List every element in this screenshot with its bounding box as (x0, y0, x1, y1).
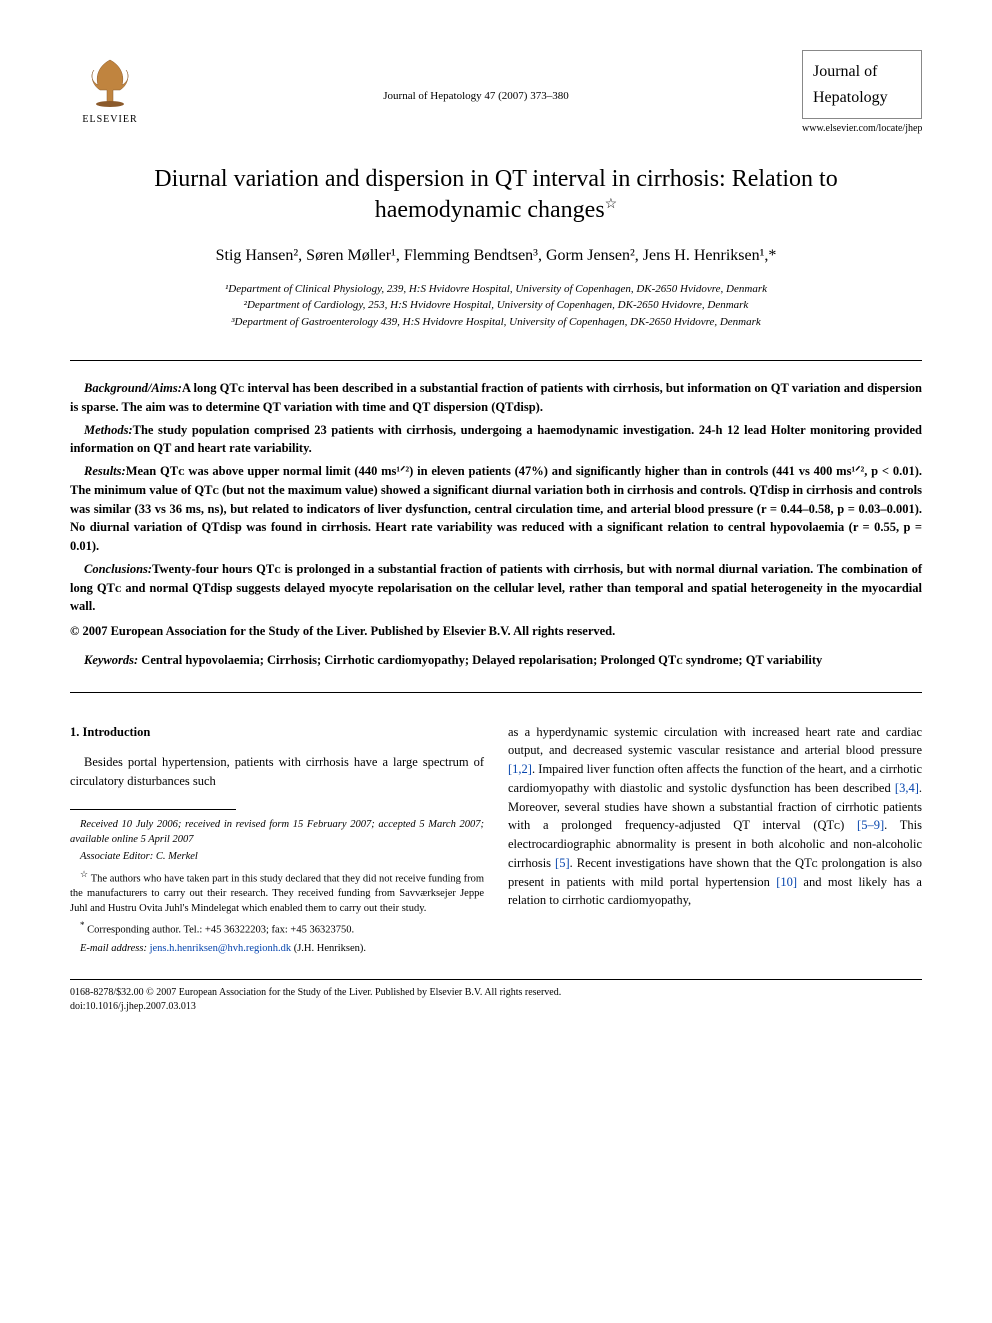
footnote-received: Received 10 July 2006; received in revis… (70, 818, 484, 847)
body-columns: 1. Introduction Besides portal hypertens… (70, 723, 922, 960)
ref-link-1-2[interactable]: [1,2] (508, 762, 532, 776)
publisher-name: ELSEVIER (82, 114, 137, 125)
keywords-label: Keywords: (84, 653, 138, 667)
abstract-conclusions: Conclusions:Twenty-four hours QTᴄ is pro… (70, 560, 922, 616)
title-footnote-star: ☆ (605, 197, 618, 212)
keywords: Keywords: Central hypovolaemia; Cirrhosi… (70, 651, 922, 670)
methods-text: The study population comprised 23 patien… (70, 423, 922, 456)
footer-line2: doi:10.1016/j.jhep.2007.03.013 (70, 1000, 922, 1014)
article-title: Diurnal variation and dispersion in QT i… (110, 164, 882, 226)
page-footer: 0168-8278/$32.00 © 2007 European Associa… (70, 979, 922, 1014)
abstract-background: Background/Aims:A long QTᴄ interval has … (70, 379, 922, 417)
funding-text: The authors who have taken part in this … (70, 873, 484, 913)
section-heading-intro: 1. Introduction (70, 723, 484, 742)
journal-logo-line2: Hepatology (813, 85, 911, 111)
publisher-block: ELSEVIER (70, 50, 150, 125)
footnote-funding: ☆ The authors who have taken part in thi… (70, 868, 484, 917)
corresponding-text: Corresponding author. Tel.: +45 36322203… (85, 925, 355, 936)
footnote-rule (70, 809, 236, 810)
abstract-copyright: © 2007 European Association for the Stud… (70, 622, 922, 641)
footnote-email: E-mail address: jens.h.henriksen@hvh.reg… (70, 942, 484, 957)
authors-line: Stig Hansen², Søren Møller¹, Flemming Be… (70, 247, 922, 265)
email-label: E-mail address: (80, 943, 150, 954)
footnote-editor: Associate Editor: C. Merkel (70, 850, 484, 865)
abstract-results: Results:Mean QTᴄ was above upper normal … (70, 462, 922, 556)
ref-link-3-4[interactable]: [3,4] (895, 781, 919, 795)
footnote-corresponding: * Corresponding author. Tel.: +45 363222… (70, 919, 484, 938)
conclusions-text: Twenty-four hours QTᴄ is prolonged in a … (70, 562, 922, 614)
keywords-text: Central hypovolaemia; Cirrhosis; Cirrhot… (138, 653, 822, 667)
title-text: Diurnal variation and dispersion in QT i… (154, 166, 837, 223)
ref-link-5-9[interactable]: [5–9] (857, 818, 884, 832)
abstract-methods: Methods:The study population comprised 2… (70, 421, 922, 459)
journal-logo-block: Journal of Hepatology www.elsevier.com/l… (802, 50, 922, 134)
affiliation-3: ³Department of Gastroenterology 439, H:S… (70, 314, 922, 331)
funding-star: ☆ (80, 869, 88, 879)
abstract-block: Background/Aims:A long QTᴄ interval has … (70, 360, 922, 693)
results-text: Mean QTᴄ was above upper normal limit (4… (70, 464, 922, 553)
intro-para-left: Besides portal hypertension, patients wi… (70, 753, 484, 791)
citation: Journal of Hepatology 47 (2007) 373–380 (150, 50, 802, 102)
affiliations: ¹Department of Clinical Physiology, 239,… (70, 281, 922, 331)
footer-line1: 0168-8278/$32.00 © 2007 European Associa… (70, 986, 922, 1000)
right-column: as a hyperdynamic systemic circulation w… (508, 723, 922, 960)
affiliation-1: ¹Department of Clinical Physiology, 239,… (70, 281, 922, 298)
left-column: 1. Introduction Besides portal hypertens… (70, 723, 484, 960)
results-label: Results: (84, 464, 126, 478)
journal-logo: Journal of Hepatology (802, 50, 922, 119)
ref-link-5[interactable]: [5] (555, 856, 570, 870)
journal-url: www.elsevier.com/locate/jhep (802, 123, 922, 134)
email-link[interactable]: jens.h.henriksen@hvh.regionh.dk (150, 943, 291, 954)
intro-para-right: as a hyperdynamic systemic circulation w… (508, 723, 922, 911)
page-header: ELSEVIER Journal of Hepatology 47 (2007)… (70, 50, 922, 134)
body-text-1: as a hyperdynamic systemic circulation w… (508, 725, 922, 758)
background-label: Background/Aims: (84, 381, 182, 395)
affiliation-2: ²Department of Cardiology, 253, H:S Hvid… (70, 297, 922, 314)
email-suffix: (J.H. Henriksen). (291, 943, 366, 954)
journal-logo-line1: Journal of (813, 59, 911, 85)
body-text-2: . Impaired liver function often affects … (508, 762, 922, 795)
methods-label: Methods: (84, 423, 133, 437)
background-text: A long QTᴄ interval has been described i… (70, 381, 922, 414)
elsevier-tree-icon (80, 50, 140, 110)
ref-link-10[interactable]: [10] (776, 875, 797, 889)
conclusions-label: Conclusions: (84, 562, 152, 576)
footnotes: Received 10 July 2006; received in revis… (70, 818, 484, 957)
